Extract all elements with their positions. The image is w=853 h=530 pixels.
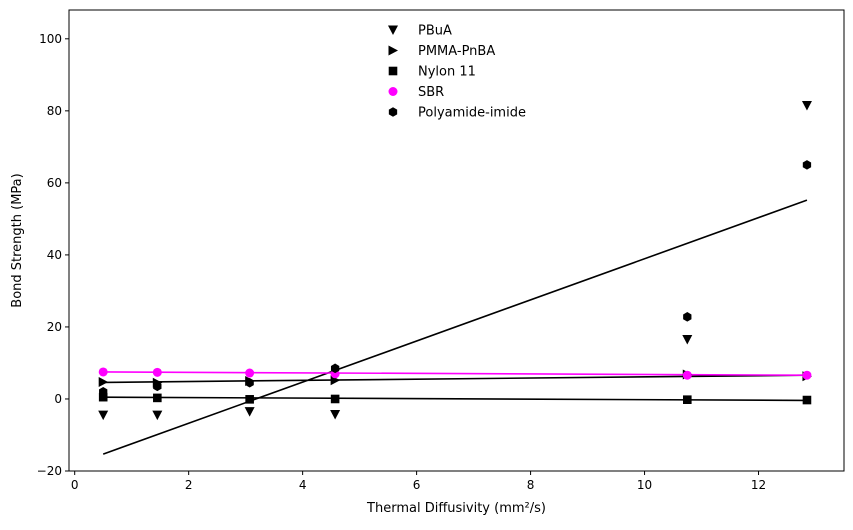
data-point xyxy=(802,370,812,380)
x-tick-label: 4 xyxy=(299,478,307,492)
data-point xyxy=(152,367,162,377)
fit-line xyxy=(103,396,807,402)
data-point xyxy=(99,386,108,397)
legend-entry: PMMA-PnBA xyxy=(388,44,495,59)
data-point xyxy=(98,377,109,388)
fit-line xyxy=(103,371,807,376)
x-tick-label: 12 xyxy=(751,478,766,492)
legend-label: PBuA xyxy=(418,24,452,39)
x-tick-label: 6 xyxy=(413,478,421,492)
legend-label: SBR xyxy=(418,85,444,100)
data-point xyxy=(152,410,163,421)
legend: PBuA PMMA-PnBA Nylon 11 SBR Polyamide-imide xyxy=(388,24,526,121)
legend-label: Polyamide-imide xyxy=(418,106,526,121)
data-point xyxy=(245,377,254,388)
legend-marker xyxy=(388,87,398,96)
data-point xyxy=(330,363,340,374)
x-axis: 0 2 4 6 8 10 12 xyxy=(71,471,766,492)
series-sbr xyxy=(98,367,812,380)
legend-marker xyxy=(388,25,398,35)
legend-marker xyxy=(388,66,398,76)
series-polyamide-imide xyxy=(99,160,812,397)
data-point xyxy=(682,370,692,380)
series-pbua xyxy=(98,100,812,421)
data-point xyxy=(802,160,812,170)
x-tick-label: 2 xyxy=(185,478,193,492)
data-point xyxy=(244,407,255,417)
plot-frame xyxy=(68,9,845,472)
data-point xyxy=(98,410,109,421)
y-axis: −20 0 20 40 60 80 100 xyxy=(37,32,69,478)
x-tick-label: 10 xyxy=(637,478,652,492)
y-tick-label: −20 xyxy=(37,464,62,478)
fit-lines-layer xyxy=(102,199,808,455)
legend-marker xyxy=(388,107,398,117)
data-point xyxy=(245,395,254,404)
data-point xyxy=(682,395,692,404)
data-points-layer xyxy=(98,100,812,421)
legend-entry: Polyamide-imide xyxy=(388,106,526,121)
data-point xyxy=(330,375,341,386)
x-axis-label: Thermal Diffusivity (mm²/s) xyxy=(366,501,546,516)
x-tick-label: 0 xyxy=(71,478,79,492)
data-point xyxy=(682,335,693,345)
data-point xyxy=(330,394,340,404)
data-point xyxy=(330,409,341,420)
y-axis-label: Bond Strength (MPa) xyxy=(10,173,25,307)
y-tick-label: 0 xyxy=(54,392,62,406)
legend-label: Nylon 11 xyxy=(418,65,476,80)
data-point xyxy=(153,393,162,403)
data-point xyxy=(801,100,812,111)
data-point xyxy=(98,367,108,377)
y-tick-label: 80 xyxy=(47,104,62,118)
legend-entry: SBR xyxy=(388,85,444,100)
y-tick-label: 100 xyxy=(39,32,62,46)
legend-entry: Nylon 11 xyxy=(388,65,476,80)
data-point xyxy=(153,381,162,392)
data-point xyxy=(683,312,692,322)
fit-line xyxy=(102,199,808,455)
fit-line xyxy=(103,374,807,384)
data-point xyxy=(802,395,812,405)
x-tick-label: 8 xyxy=(527,478,535,492)
y-tick-label: 60 xyxy=(47,176,62,190)
y-tick-label: 40 xyxy=(47,248,62,262)
data-point xyxy=(245,368,255,378)
legend-marker xyxy=(388,45,398,56)
legend-entry: PBuA xyxy=(388,24,452,39)
y-tick-label: 20 xyxy=(47,320,62,334)
legend-label: PMMA-PnBA xyxy=(418,44,495,59)
